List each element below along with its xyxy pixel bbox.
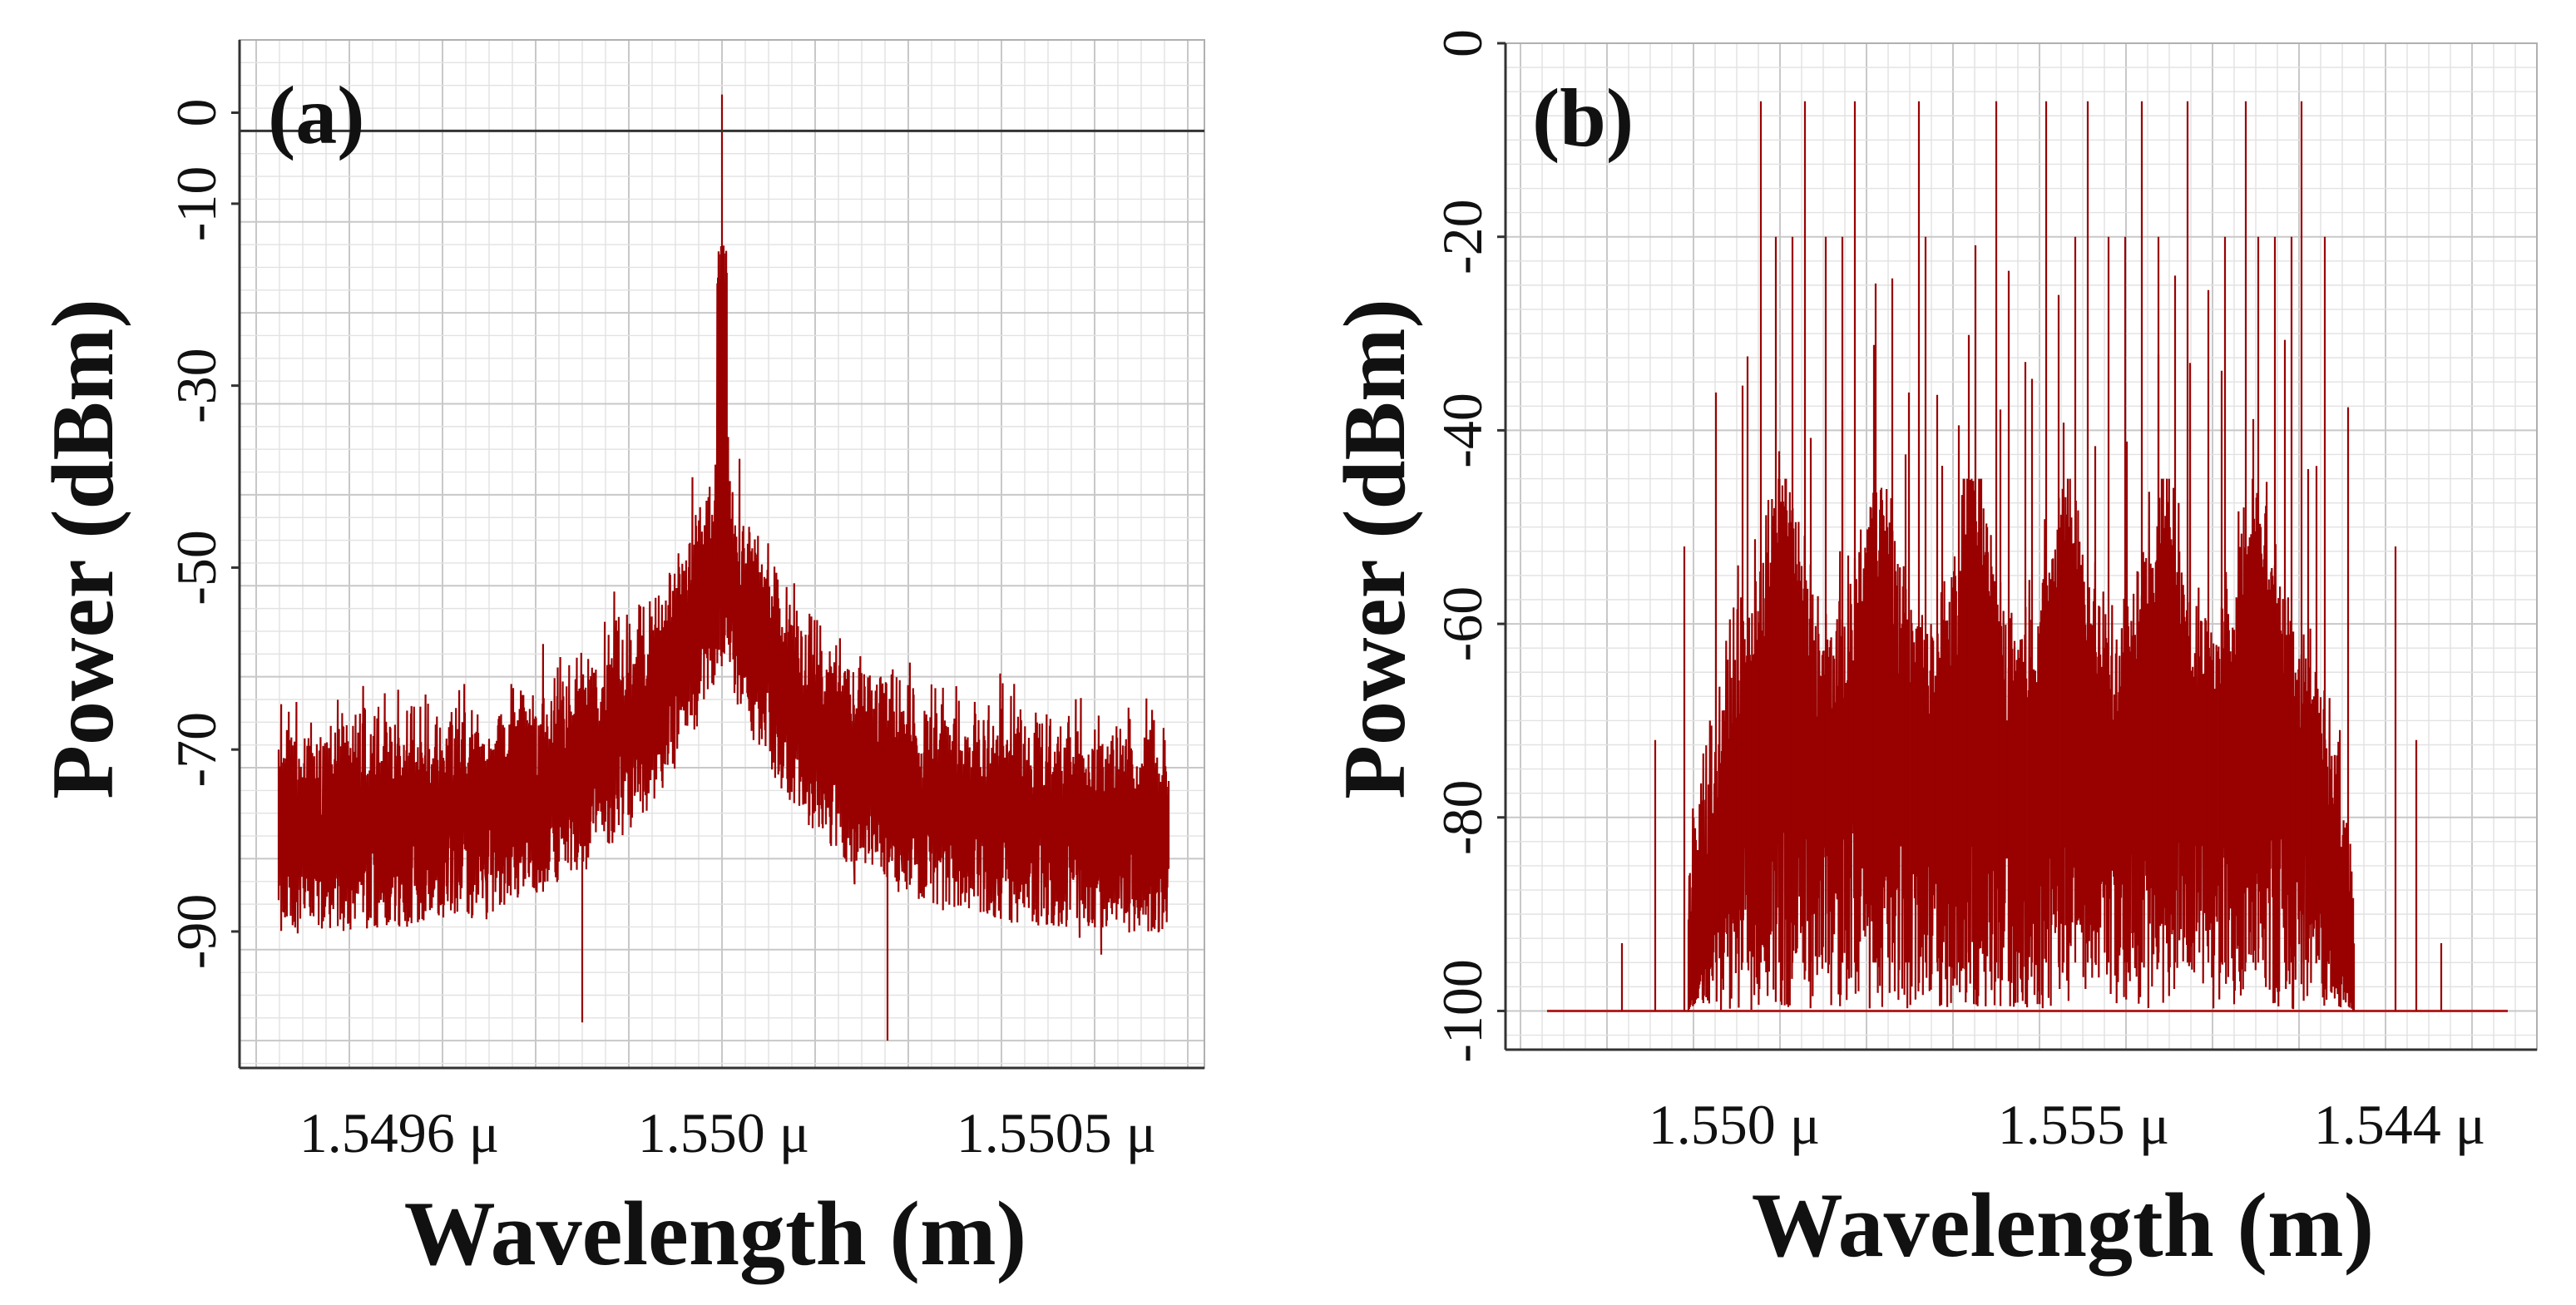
y-tick-a-4: -70 (165, 712, 228, 788)
y-tick-b-2: -40 (1431, 393, 1494, 468)
x-tick-a-1: 1.550 μ (638, 1101, 809, 1164)
y-axis-label-b: Power (dBm) (1326, 299, 1423, 799)
x-tick-a-2: 1.5505 μ (957, 1101, 1156, 1164)
y-tick-b-3: -60 (1431, 586, 1494, 662)
trace-b (1547, 101, 2508, 1012)
y-tick-a-0: 0 (165, 99, 228, 127)
series-a-noise (277, 245, 1170, 955)
x-tick-b-2: 1.544 μ (2314, 1093, 2485, 1156)
x-axis-label-a: Wavelength (m) (404, 1183, 1027, 1284)
x-tick-b-1: 1.555 μ (1998, 1093, 2169, 1156)
y-ticks-b: 0 -20 -40 -60 -80 -100 (1431, 29, 1506, 1063)
y-tick-a-1: -10 (165, 166, 228, 242)
y-ticks-a: 0 -10 -30 -50 -70 -90 (165, 99, 240, 970)
trace-a (277, 94, 1170, 1041)
y-axis-label-a: Power (dBm) (34, 299, 131, 799)
x-tick-a-0: 1.5496 μ (299, 1101, 499, 1164)
y-tick-a-5: -90 (165, 894, 228, 970)
y-tick-b-4: -80 (1431, 779, 1494, 855)
panel-b: 0 -20 -40 -60 -80 -100 1.550 μ 1.555 μ 1.544 … (1326, 29, 2538, 1276)
y-tick-b-5: -100 (1431, 959, 1494, 1063)
series-b-noise (1687, 478, 2356, 1011)
y-tick-b-0: 0 (1431, 29, 1494, 57)
x-axis-label-b: Wavelength (m) (1752, 1174, 2375, 1276)
y-tick-a-3: -50 (165, 530, 228, 606)
x-tick-b-0: 1.550 μ (1649, 1093, 1820, 1156)
panel-label-a: (a) (268, 69, 365, 161)
panel-label-b: (b) (1532, 72, 1634, 164)
panel-a: 0 -10 -30 -50 -70 -90 1.5496 μ 1.550 μ 1.5505… (34, 39, 1205, 1284)
y-tick-a-2: -30 (165, 348, 228, 423)
y-tick-b-1: -20 (1431, 199, 1494, 274)
